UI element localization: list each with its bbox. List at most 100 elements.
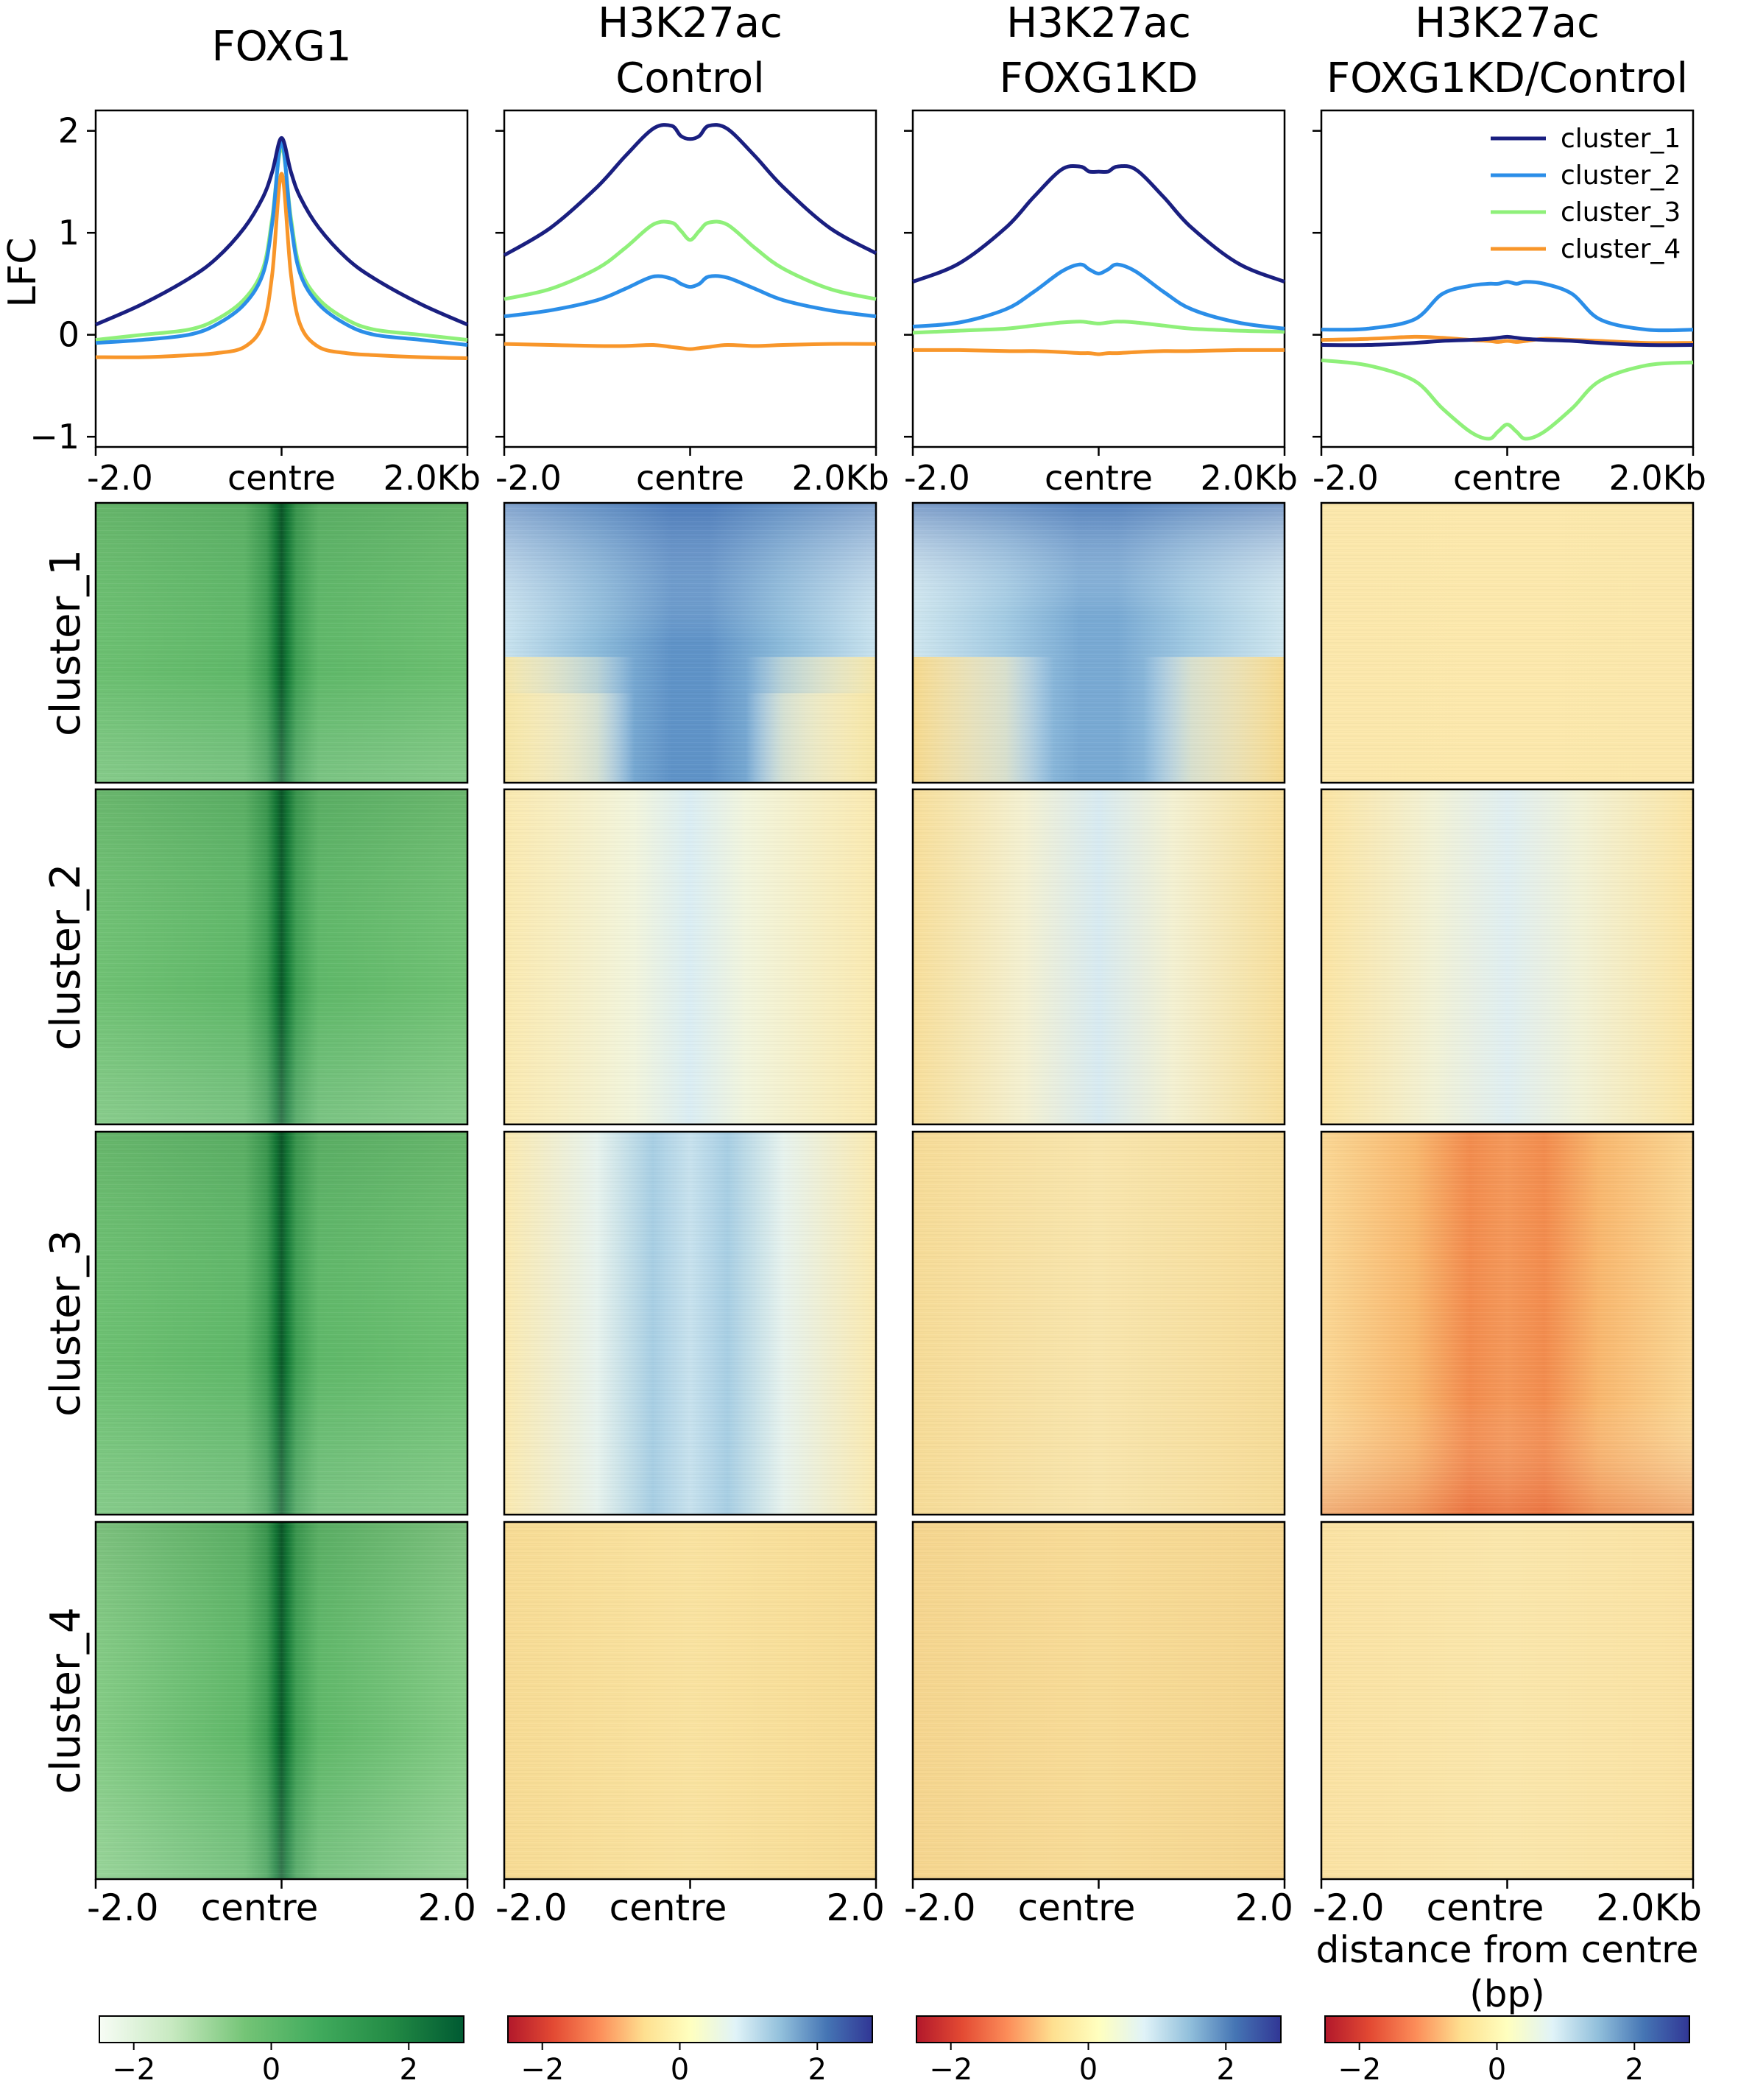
series-line-cluster_2: [504, 274, 877, 319]
profile-xtick-label: -2.0: [495, 458, 562, 498]
profile-layer: [87, 109, 1695, 2050]
column-title: H3K27ac: [1415, 0, 1600, 47]
heatmap-frame: [911, 501, 1286, 784]
column-title: FOXG1: [211, 23, 351, 71]
heatmap-frame: [94, 1130, 469, 1516]
legend-label: cluster_1: [1561, 124, 1681, 154]
series-line-cluster_2: [95, 139, 468, 347]
profile-panel: [87, 109, 469, 456]
heatmap-xtick-label: centre: [201, 1886, 319, 1929]
heatmap-frame: [911, 1130, 1286, 1516]
heatmap-frame: [503, 501, 877, 784]
heatmap-panel: [911, 788, 1286, 1126]
colorbar: [1324, 2015, 1690, 2050]
legend-label: cluster_2: [1561, 161, 1681, 191]
profile-panel: [495, 109, 877, 456]
heatmap-panel: [911, 1521, 1286, 1881]
profile-xtick-label: -2.0: [1313, 458, 1379, 498]
heatmap-frame: [911, 788, 1286, 1126]
series-line-cluster_1: [912, 163, 1285, 284]
heatmap-texture: [504, 503, 876, 783]
heatmap-texture: [504, 1522, 876, 1879]
heatmap-frame: [503, 788, 877, 1126]
heatmap-xtick-label: -2.0: [87, 1886, 159, 1929]
profile-frame: [94, 109, 469, 448]
colorbar-tick-label: 2: [808, 2053, 827, 2087]
series-line-cluster_4: [912, 348, 1285, 356]
heatmap-xtick-label: -2.0: [495, 1886, 568, 1929]
series-line-cluster_3: [912, 320, 1285, 335]
column-title: H3K27ac: [1006, 0, 1191, 47]
series-line-cluster_2: [912, 262, 1285, 331]
profile-ytick-label: 2: [58, 111, 80, 151]
colorbar: [916, 2015, 1282, 2050]
column-title: H3K27ac: [598, 0, 783, 47]
profile-ytick-label: −1: [29, 417, 80, 457]
heatmap-texture: [96, 789, 467, 1124]
profile-xtick-label: -2.0: [87, 458, 153, 498]
heatmap-xtick-label: 2.0: [1234, 1886, 1293, 1929]
heatmap-xtick-label: 2.0: [826, 1886, 885, 1929]
heatmap-xtick-label: 2.0Kb: [1596, 1886, 1702, 1929]
colorbar-tick-label: 0: [262, 2053, 280, 2087]
profile-frame: [1320, 109, 1695, 448]
legend-label: cluster_4: [1561, 234, 1681, 264]
profile-panel: [1313, 109, 1695, 456]
colorbar-gradient: [99, 2015, 464, 2043]
heatmap-xlabel: (bp): [1469, 1973, 1545, 2015]
heatmap-xtick-label: centre: [1018, 1886, 1136, 1929]
profile-xtick-label: centre: [636, 458, 744, 498]
colorbar-tick-label: −2: [1338, 2053, 1381, 2087]
row-label: cluster_4: [42, 1607, 90, 1794]
series-line-cluster_4: [95, 172, 468, 360]
profile-xtick-label: centre: [1453, 458, 1561, 498]
colorbar-tick-label: −2: [112, 2053, 155, 2087]
heatmap-panel: [503, 501, 877, 784]
column-title: Control: [615, 54, 764, 102]
heatmap-xtick-label: 2.0: [417, 1886, 476, 1929]
legend-label: cluster_3: [1561, 197, 1681, 228]
row-label: cluster_2: [42, 863, 90, 1050]
heatmap-texture: [96, 1522, 467, 1879]
series-line-cluster_1: [1321, 334, 1694, 348]
heatmap-panel: [1320, 1130, 1695, 1516]
heatmap-texture: [913, 1522, 1285, 1879]
heatmap-panel: [1320, 501, 1695, 784]
column-title: FOXG1KD/Control: [1327, 54, 1688, 102]
series-line-cluster_3: [1321, 358, 1694, 441]
heatmap-xtick-label: -2.0: [1313, 1886, 1385, 1929]
heatmap-texture: [96, 1132, 467, 1515]
heatmap-layer: [94, 501, 1695, 1881]
profile-xtick-label: centre: [227, 458, 336, 498]
colorbar-tick-label: −2: [929, 2053, 972, 2087]
heatmap-panel: [94, 1130, 469, 1516]
series-line-cluster_2: [1321, 280, 1694, 333]
series-line-cluster_4: [504, 342, 877, 351]
text-layer: -2.0 centre 2.0Kb -2.0 centre 2.0Kb -2.0 centre…: [1, 0, 1706, 2087]
heatmap-xtick-label: centre: [1427, 1886, 1544, 1929]
profile-xtick-label: centre: [1045, 458, 1153, 498]
heatmap-panel: [503, 788, 877, 1126]
colorbar-tick-label: 2: [400, 2053, 418, 2087]
heatmap-texture: [1321, 1522, 1693, 1879]
heatmap-texture: [913, 789, 1285, 1124]
heatmap-texture: [1321, 789, 1693, 1124]
heatmap-xtick-label: centre: [610, 1886, 727, 1929]
profile-ytick-label: 0: [58, 315, 80, 355]
heatmap-panel: [503, 1521, 877, 1881]
profile-frame: [503, 109, 877, 448]
heatmap-texture: [1321, 1132, 1693, 1515]
profile-xtick-label: 2.0Kb: [791, 458, 889, 498]
profile-frame: [911, 109, 1286, 448]
colorbar-tick-label: 0: [671, 2053, 689, 2087]
heatmap-frame: [94, 788, 469, 1126]
heatmap-panel: [503, 1130, 877, 1516]
heatmap-panel: [911, 1130, 1286, 1516]
series-line-cluster_3: [504, 219, 877, 301]
profile-panel: [904, 109, 1286, 456]
heatmap-panel: [911, 501, 1286, 784]
heatmap-xtick-label: -2.0: [904, 1886, 976, 1929]
heatmap-panel: [94, 501, 469, 784]
heatmap-panel: [1320, 788, 1695, 1126]
